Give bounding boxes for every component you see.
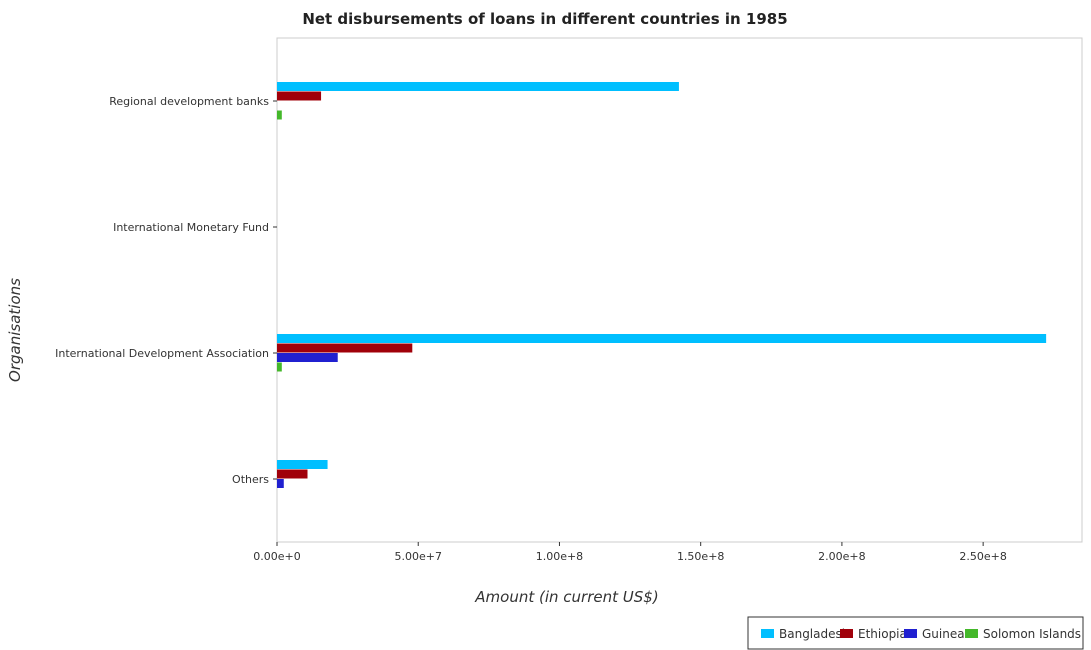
chart-title: Net disbursements of loans in different … bbox=[302, 10, 787, 28]
y-tick-label-international-development-association: International Development Association bbox=[55, 347, 269, 360]
y-tick-label-others: Others bbox=[232, 473, 269, 486]
y-tick-label-regional-development-banks: Regional development banks bbox=[109, 95, 269, 108]
y-axis-label: Organisations bbox=[6, 278, 24, 382]
bar-guinea-international-development-association bbox=[277, 353, 338, 362]
bar-ethiopia-international-development-association bbox=[277, 343, 413, 353]
bar-solomon-islands-international-development-association bbox=[277, 362, 282, 372]
bar-bangladesh-others bbox=[277, 460, 328, 469]
x-tick-label-4: 2.00e+8 bbox=[818, 550, 865, 563]
x-tick-label-3: 1.50e+8 bbox=[677, 550, 724, 563]
legend-label-ethiopia: Ethiopia bbox=[858, 627, 907, 641]
legend-label-bangladesh: Bangladesh bbox=[779, 627, 849, 641]
legend-label-guinea: Guinea bbox=[922, 627, 965, 641]
x-tick-label-2: 1.00e+8 bbox=[536, 550, 583, 563]
bar-solomon-islands-regional-development-banks bbox=[277, 110, 282, 120]
legend-swatch-solomon-islands bbox=[965, 629, 978, 638]
bar-ethiopia-regional-development-banks bbox=[277, 91, 322, 101]
legend-swatch-ethiopia bbox=[840, 629, 853, 638]
plot-area: Regional development banks International … bbox=[55, 37, 1083, 563]
bar-bangladesh-regional-development-banks bbox=[277, 82, 679, 91]
legend-swatch-bangladesh bbox=[761, 629, 774, 638]
bar-guinea-others bbox=[277, 479, 284, 488]
legend: Bangladesh Ethiopia Guinea Solomon Islands bbox=[747, 616, 1084, 650]
x-tick-label-1: 5.00e+7 bbox=[394, 550, 441, 563]
x-axis-label: Amount (in current US$) bbox=[474, 588, 658, 606]
y-tick-label-international-monetary-fund: International Monetary Fund bbox=[113, 221, 269, 234]
x-tick-label-0: 0.00e+0 bbox=[253, 550, 300, 563]
x-tick-label-5: 2.50e+8 bbox=[959, 550, 1006, 563]
legend-swatch-guinea bbox=[904, 629, 917, 638]
bar-bangladesh-international-development-association bbox=[277, 334, 1047, 343]
plot-frame bbox=[276, 37, 1083, 543]
bar-ethiopia-others bbox=[277, 469, 308, 479]
legend-label-solomon-islands: Solomon Islands bbox=[983, 627, 1081, 641]
